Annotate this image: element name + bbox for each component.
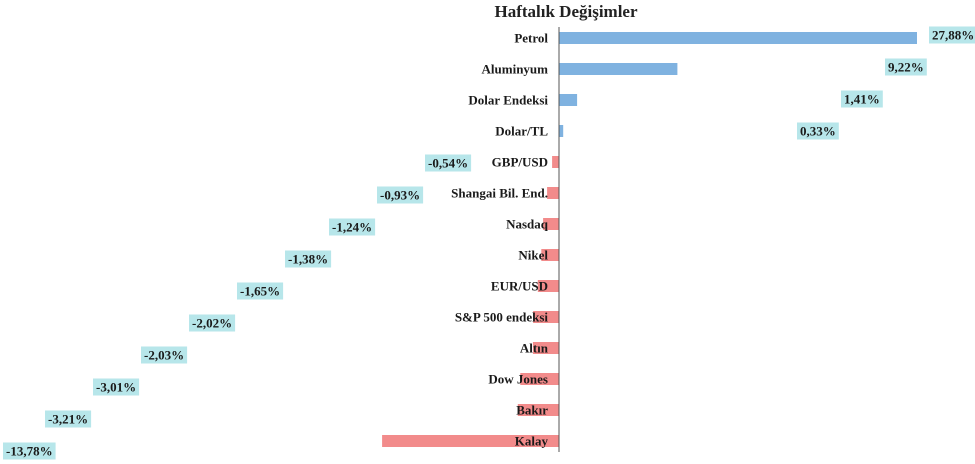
data-label-group: -13,78%	[3, 442, 56, 460]
bar	[547, 187, 559, 199]
bar	[543, 218, 559, 230]
data-label: -1,24%	[332, 220, 372, 235]
data-label: -0,93%	[380, 188, 420, 203]
category-label: Kalay	[515, 434, 549, 449]
data-label-group: 1,41%	[841, 90, 883, 108]
data-label-box	[285, 250, 332, 268]
data-label-group: 0,33%	[797, 122, 839, 140]
data-label: -2,02%	[192, 316, 232, 331]
data-label-group: -0,54%	[425, 154, 472, 172]
bar	[552, 156, 559, 168]
bar	[520, 373, 559, 385]
category-label: S&P 500 endeksi	[455, 310, 549, 325]
data-label-group: 27,88%	[929, 26, 975, 44]
bar	[533, 311, 559, 323]
data-label: -1,38%	[288, 252, 328, 267]
data-label: -0,54%	[428, 156, 468, 171]
category-label: Dolar Endeksi	[468, 93, 548, 108]
data-label: -13,78%	[6, 444, 53, 459]
data-label-group: -2,03%	[141, 346, 188, 364]
data-labels: 27,88% 9,22% 1,41% 0,33% -0,54% -0,93% -1,24% -…	[3, 26, 975, 460]
data-label-box	[189, 314, 236, 332]
data-label: 1,41%	[844, 92, 880, 107]
data-label-box	[329, 218, 376, 236]
data-label: -3,01%	[96, 380, 136, 395]
bar	[559, 32, 917, 44]
category-label: EUR/USD	[491, 279, 548, 294]
category-label: Altın	[520, 341, 549, 356]
data-label-group: -3,21%	[45, 410, 92, 428]
data-label-group: 9,22%	[885, 58, 927, 76]
data-label-box	[141, 346, 188, 364]
data-label-box	[237, 282, 284, 300]
category-label: Nasdaq	[506, 217, 549, 232]
data-label-group: -3,01%	[93, 378, 140, 396]
category-label: Bakır	[516, 403, 548, 418]
bar	[541, 249, 559, 261]
category-label: Dolar/TL	[495, 124, 548, 139]
data-label: -2,03%	[144, 348, 184, 363]
chart-title: Haftalık Değişimler	[494, 2, 638, 21]
category-label: Aluminyum	[482, 62, 549, 77]
category-label: Dow Jones	[488, 372, 548, 387]
data-label-box	[797, 122, 839, 140]
data-label-box	[93, 378, 140, 396]
data-label: 0,33%	[800, 124, 836, 139]
bar	[559, 63, 678, 75]
data-label: 27,88%	[932, 28, 974, 43]
data-label-group: -0,93%	[377, 186, 424, 204]
data-label: -1,65%	[240, 284, 280, 299]
data-label-box	[885, 58, 927, 76]
data-label-group: -1,38%	[285, 250, 332, 268]
bar	[382, 435, 559, 447]
category-label: GBP/USD	[492, 155, 548, 170]
data-label: 9,22%	[888, 60, 924, 75]
bars-group	[382, 32, 917, 447]
bar	[537, 280, 559, 292]
category-label: Nikel	[518, 248, 548, 263]
data-label-box	[45, 410, 92, 428]
category-label: Petrol	[514, 31, 548, 46]
data-label-box	[929, 26, 975, 44]
bar	[559, 125, 564, 137]
data-label-box	[377, 186, 424, 204]
data-label-box	[841, 90, 883, 108]
category-label: Shangai Bil. End.	[451, 186, 548, 201]
data-label-box	[3, 442, 56, 460]
bar	[559, 94, 578, 106]
data-label-box	[425, 154, 472, 172]
data-label-group: -2,02%	[189, 314, 236, 332]
data-label-group: -1,24%	[329, 218, 376, 236]
category-labels: Petrol Aluminyum Dolar Endeksi Dolar/TL GBP/…	[451, 31, 549, 449]
data-label-group: -1,65%	[237, 282, 284, 300]
bar	[517, 404, 559, 416]
data-label: -3,21%	[48, 412, 88, 427]
bar	[532, 342, 559, 354]
